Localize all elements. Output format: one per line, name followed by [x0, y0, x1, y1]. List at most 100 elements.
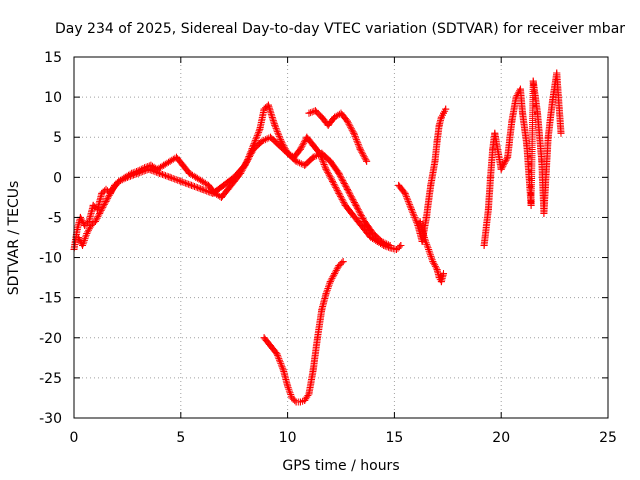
data-point	[91, 217, 99, 225]
data-point	[504, 153, 512, 161]
series-arc-peak-12h	[305, 107, 371, 165]
x-tick-label: 10	[279, 430, 297, 446]
data-point	[205, 181, 213, 189]
grid	[74, 57, 608, 418]
y-tick-label: 5	[53, 130, 62, 146]
data-point	[102, 185, 110, 193]
data-point	[386, 242, 394, 250]
data-point	[484, 205, 492, 213]
data-point	[260, 334, 268, 342]
data-point	[198, 177, 206, 185]
data-point	[337, 109, 345, 117]
x-tick-label: 5	[176, 430, 185, 446]
x-tick-label: 20	[492, 430, 510, 446]
data-point	[277, 137, 285, 145]
data-point	[497, 165, 505, 173]
data-point	[489, 145, 497, 153]
data-point	[480, 242, 488, 250]
data-point	[491, 129, 499, 137]
data-point	[96, 209, 104, 217]
data-point	[187, 181, 195, 189]
data-point	[147, 161, 155, 169]
data-point	[427, 181, 435, 189]
data-point	[523, 141, 531, 149]
data-point	[303, 133, 311, 141]
data-point	[241, 161, 249, 169]
data-point	[331, 270, 339, 278]
data-point	[431, 157, 439, 165]
data-point	[341, 201, 349, 209]
data-point	[425, 246, 433, 254]
data-point	[331, 113, 339, 121]
data-point	[352, 201, 360, 209]
data-point	[256, 125, 264, 133]
chart-title: Day 234 of 2025, Sidereal Day-to-day VTE…	[55, 21, 625, 37]
data-point	[440, 270, 448, 278]
data-point	[512, 93, 520, 101]
data-point	[407, 205, 415, 213]
data-point	[343, 185, 351, 193]
data-point	[273, 350, 281, 358]
data-point	[309, 153, 317, 161]
data-point	[360, 217, 368, 225]
data-point	[217, 193, 225, 201]
data-point	[311, 107, 319, 115]
data-point	[318, 306, 326, 314]
data-point	[516, 85, 524, 93]
data-point	[145, 165, 153, 173]
data-point	[85, 217, 93, 225]
series-arc-dip	[260, 258, 347, 406]
y-axis-title: SDTVAR / TECUs	[6, 181, 22, 296]
data-point	[544, 133, 552, 141]
plot-frame	[73, 56, 609, 419]
data-point	[185, 169, 193, 177]
data-point	[326, 278, 334, 286]
data-point	[354, 217, 362, 225]
data-point	[435, 121, 443, 129]
data-point	[437, 278, 445, 286]
data-point	[166, 173, 174, 181]
data-point	[487, 173, 495, 181]
data-point	[301, 161, 309, 169]
data-point	[322, 165, 330, 173]
data-point	[401, 189, 409, 197]
y-tick-label: 15	[44, 50, 62, 66]
data-point	[292, 157, 300, 165]
data-point	[166, 157, 174, 165]
data-point	[296, 398, 304, 406]
data-point	[420, 234, 428, 241]
x-tick-label: 25	[599, 430, 617, 446]
data-point	[115, 177, 123, 185]
data-point	[209, 189, 217, 197]
y-tick-label: -15	[39, 291, 62, 307]
data-point	[397, 242, 405, 250]
y-tick-label: 10	[44, 90, 62, 106]
data-point	[89, 201, 97, 209]
data-point	[267, 342, 275, 350]
data-point	[284, 149, 292, 157]
data-point	[155, 169, 163, 177]
data-point	[275, 141, 283, 149]
data-point	[557, 129, 565, 137]
data-point	[83, 229, 91, 237]
data-point	[442, 105, 450, 113]
data-point	[305, 390, 313, 398]
data-point	[326, 157, 334, 165]
data-point	[74, 234, 82, 241]
data-point	[260, 105, 268, 113]
data-point	[548, 97, 556, 105]
y-tick-label: -10	[39, 251, 62, 267]
series-arc-16-17h-down	[416, 217, 448, 286]
data-point	[264, 101, 272, 109]
axis-ticks: 0 5 10 15 20 25 -30 -25 -20 -15 -10 -5 0 5 10 15	[39, 50, 617, 446]
data-point	[322, 290, 330, 298]
data-point	[305, 109, 313, 117]
data-point	[335, 262, 343, 270]
data-point	[367, 234, 375, 241]
data-point	[220, 181, 228, 189]
data-point	[416, 217, 424, 225]
data-point	[314, 334, 322, 342]
data-point	[98, 189, 106, 197]
data-point	[309, 366, 317, 374]
